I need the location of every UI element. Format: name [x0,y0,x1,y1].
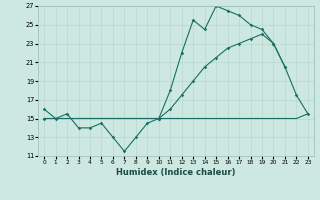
X-axis label: Humidex (Indice chaleur): Humidex (Indice chaleur) [116,168,236,177]
